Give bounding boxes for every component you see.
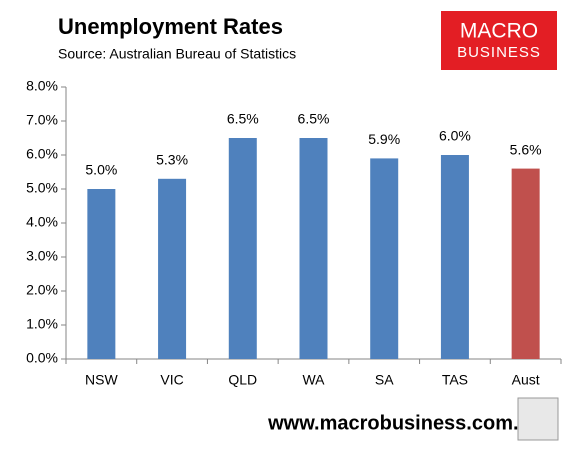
- logo: MACRO BUSINESS: [441, 11, 557, 70]
- bar: [299, 138, 328, 359]
- value-label: 5.0%: [85, 162, 117, 178]
- y-tick-label: 5.0%: [26, 180, 58, 196]
- y-tick-label: 1.0%: [26, 316, 58, 332]
- value-label: 6.5%: [298, 111, 330, 127]
- website: www.macrobusiness.com.au: [267, 412, 542, 434]
- x-tick-label: NSW: [85, 372, 118, 388]
- y-tick-label: 0.0%: [26, 350, 58, 366]
- bar: [440, 155, 469, 359]
- logo-bottom: BUSINESS: [457, 44, 541, 61]
- x-tick-label: WA: [302, 372, 325, 388]
- bar: [370, 158, 399, 359]
- bar: [228, 138, 257, 359]
- chart-subtitle: Source: Australian Bureau of Statistics: [58, 46, 296, 62]
- x-tick-label: TAS: [442, 372, 468, 388]
- logo-box: [441, 11, 557, 70]
- bar: [87, 189, 116, 359]
- x-tick-label: QLD: [228, 372, 257, 388]
- y-tick-label: 4.0%: [26, 214, 58, 230]
- value-label: 6.5%: [227, 111, 259, 127]
- wolf-icon: [517, 397, 559, 441]
- value-label: 6.0%: [439, 128, 471, 144]
- y-tick-label: 8.0%: [26, 78, 58, 94]
- y-tick-label: 2.0%: [26, 282, 58, 298]
- value-label: 5.3%: [156, 152, 188, 168]
- y-tick-label: 6.0%: [26, 146, 58, 162]
- chart-title: Unemployment Rates: [58, 14, 283, 39]
- bar: [158, 178, 187, 359]
- x-tick-label: VIC: [160, 372, 183, 388]
- value-label: 5.9%: [368, 131, 400, 147]
- x-tick-label: Aust: [512, 372, 540, 388]
- y-tick-label: 7.0%: [26, 112, 58, 128]
- bar: [511, 168, 540, 359]
- logo-top: MACRO: [460, 20, 538, 43]
- y-tick-label: 3.0%: [26, 248, 58, 264]
- value-label: 5.6%: [510, 141, 542, 157]
- x-tick-label: SA: [375, 372, 394, 388]
